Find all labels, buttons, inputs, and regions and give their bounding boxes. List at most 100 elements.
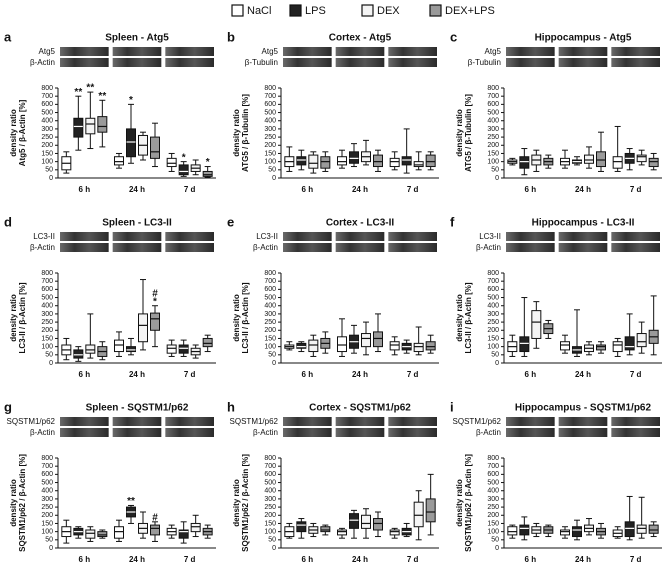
blot-strip bbox=[558, 232, 608, 241]
box bbox=[507, 526, 518, 536]
y-tick-label: 200 bbox=[41, 142, 53, 149]
box bbox=[401, 156, 412, 166]
box bbox=[85, 344, 96, 354]
y-axis-label: SQSTM1/p62 / β-Actin [%] bbox=[18, 454, 27, 552]
y-tick-label: 50 bbox=[45, 167, 53, 174]
x-tick-label: 24 h bbox=[352, 555, 368, 564]
box bbox=[337, 336, 347, 353]
y-tick-label: 200 bbox=[487, 142, 499, 149]
y-tick-label: 250 bbox=[41, 319, 53, 326]
y-axis-label: ATG5 / β-Tubulin [%] bbox=[464, 94, 473, 172]
y-tick-label: 500 bbox=[264, 109, 276, 116]
y-tick-label: 250 bbox=[487, 134, 499, 141]
box bbox=[150, 524, 160, 536]
y-tick-label: 100 bbox=[487, 158, 499, 165]
blot-strip bbox=[60, 243, 109, 252]
box bbox=[612, 156, 623, 169]
box bbox=[202, 170, 213, 177]
box bbox=[584, 154, 594, 164]
y-tick-label: 0 bbox=[495, 360, 499, 367]
box bbox=[596, 151, 606, 168]
y-tick-label: 50 bbox=[491, 352, 499, 359]
blot-strip bbox=[558, 428, 608, 437]
blot-strip bbox=[283, 47, 332, 56]
box bbox=[114, 339, 124, 353]
y-tick-label: 700 bbox=[41, 278, 53, 285]
y-tick-label: 0 bbox=[272, 545, 276, 552]
box bbox=[389, 529, 400, 536]
blot-strip bbox=[506, 428, 555, 437]
x-tick-label: 7 d bbox=[407, 185, 419, 194]
x-tick-label: 7 d bbox=[407, 370, 419, 379]
y-axis-label: density ratio bbox=[455, 479, 464, 527]
blot-strip bbox=[335, 428, 385, 437]
blot-label: LC3-II bbox=[33, 232, 55, 241]
y-tick-label: 600 bbox=[487, 471, 499, 478]
x-tick-label: 6 h bbox=[302, 185, 314, 194]
box bbox=[373, 154, 383, 168]
y-tick-label: 500 bbox=[264, 479, 276, 486]
y-axis-label: density ratio bbox=[232, 479, 241, 527]
x-tick-label: 6 h bbox=[525, 370, 537, 379]
box bbox=[519, 524, 530, 536]
box bbox=[648, 524, 659, 534]
y-axis-label: density ratio bbox=[9, 109, 18, 157]
box bbox=[73, 117, 84, 138]
y-tick-label: 700 bbox=[41, 463, 53, 470]
box bbox=[425, 341, 436, 351]
blot-strip bbox=[388, 58, 437, 67]
box bbox=[337, 156, 347, 166]
y-tick-label: 800 bbox=[264, 455, 276, 462]
blot-strip bbox=[165, 417, 214, 426]
y-tick-label: 500 bbox=[41, 109, 53, 116]
y-axis-label: LC3-II / β-Actin [%] bbox=[18, 282, 27, 353]
blot-strip bbox=[60, 428, 109, 437]
panel-title: Hippocampus - SQSTM1/p62 bbox=[515, 403, 652, 414]
y-tick-label: 150 bbox=[41, 335, 53, 342]
panel-title: Cortex - Atg5 bbox=[329, 33, 392, 44]
y-tick-label: 600 bbox=[487, 101, 499, 108]
blot-strip bbox=[283, 417, 332, 426]
y-axis-label: density ratio bbox=[455, 294, 464, 342]
blot-strip bbox=[112, 243, 162, 252]
y-tick-label: 100 bbox=[264, 158, 276, 165]
blot-strip bbox=[506, 232, 555, 241]
y-tick-label: 800 bbox=[264, 270, 276, 277]
legend-swatch bbox=[429, 4, 442, 17]
y-tick-label: 400 bbox=[264, 303, 276, 310]
blot-strip bbox=[506, 243, 555, 252]
blot-strip bbox=[611, 232, 660, 241]
box bbox=[308, 154, 319, 169]
y-axis-label: density ratio bbox=[455, 109, 464, 157]
blot-label: β-Actin bbox=[476, 243, 501, 252]
x-tick-label: 6 h bbox=[79, 185, 91, 194]
blot-label: β-Actin bbox=[30, 428, 55, 437]
y-tick-label: 800 bbox=[41, 85, 53, 92]
legend-label: DEX+LPS bbox=[445, 5, 495, 17]
y-tick-label: 400 bbox=[487, 303, 499, 310]
blot-strip bbox=[112, 417, 162, 426]
x-tick-label: 24 h bbox=[129, 555, 145, 564]
blot-label: SQSTM1/p62 bbox=[230, 417, 279, 426]
box bbox=[636, 333, 647, 348]
blot-label: β-Tubulin bbox=[245, 58, 278, 67]
legend-label: DEX bbox=[377, 5, 400, 17]
panel-title: Hippocampus - Atg5 bbox=[535, 33, 632, 44]
y-tick-label: 150 bbox=[264, 335, 276, 342]
y-tick-label: 800 bbox=[41, 270, 53, 277]
y-tick-label: 400 bbox=[41, 303, 53, 310]
box bbox=[320, 156, 331, 169]
box bbox=[202, 337, 213, 348]
box bbox=[349, 151, 359, 164]
blot-strip bbox=[165, 47, 214, 56]
y-tick-label: 600 bbox=[41, 286, 53, 293]
y-tick-label: 150 bbox=[41, 520, 53, 527]
y-tick-label: 100 bbox=[41, 528, 53, 535]
x-tick-label: 6 h bbox=[302, 370, 314, 379]
y-tick-label: 800 bbox=[487, 455, 499, 462]
y-tick-label: 700 bbox=[41, 93, 53, 100]
blot-label: Atg5 bbox=[485, 47, 502, 56]
x-tick-label: 6 h bbox=[525, 185, 537, 194]
y-axis-label: LC3-II / β-Actin [%] bbox=[464, 282, 473, 353]
